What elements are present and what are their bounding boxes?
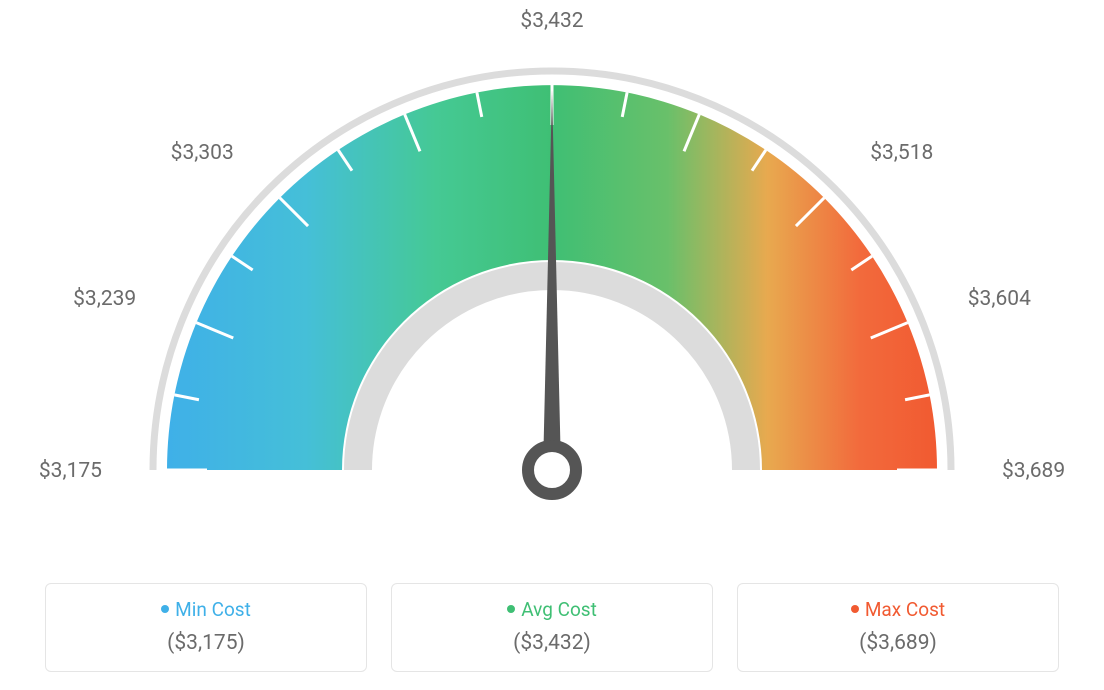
tick-label: $3,432: [520, 9, 583, 33]
tick-label: $3,175: [39, 459, 102, 483]
legend-title-min: Min Cost: [46, 598, 366, 621]
legend-value-avg: ($3,432): [392, 631, 712, 655]
legend-title-max: Max Cost: [738, 598, 1058, 621]
legend-row: Min Cost ($3,175) Avg Cost ($3,432) Max …: [0, 583, 1104, 672]
legend-title-text: Avg Cost: [521, 598, 597, 621]
tick-label: $3,689: [1002, 459, 1065, 483]
legend-card-max: Max Cost ($3,689): [737, 583, 1059, 672]
dot-icon: [161, 605, 169, 613]
needle-hub: [528, 446, 576, 494]
legend-title-avg: Avg Cost: [392, 598, 712, 621]
dot-icon: [851, 605, 859, 613]
legend-value-max: ($3,689): [738, 631, 1058, 655]
legend-card-avg: Avg Cost ($3,432): [391, 583, 713, 672]
tick-label: $3,239: [73, 287, 136, 311]
legend-value-min: ($3,175): [46, 631, 366, 655]
gauge-svg: $3,175 $3,239 $3,303 $3,432 $3,518 $3,604 $3,6…: [0, 0, 1104, 560]
legend-title-text: Max Cost: [865, 598, 945, 621]
tick-label: $3,604: [968, 287, 1031, 311]
tick-label: $3,518: [870, 141, 933, 165]
tick-label: $3,303: [171, 141, 234, 165]
cost-gauge-chart: $3,175 $3,239 $3,303 $3,432 $3,518 $3,604 $3,6…: [0, 0, 1104, 690]
legend-title-text: Min Cost: [175, 598, 251, 621]
dot-icon: [507, 605, 515, 613]
legend-card-min: Min Cost ($3,175): [45, 583, 367, 672]
